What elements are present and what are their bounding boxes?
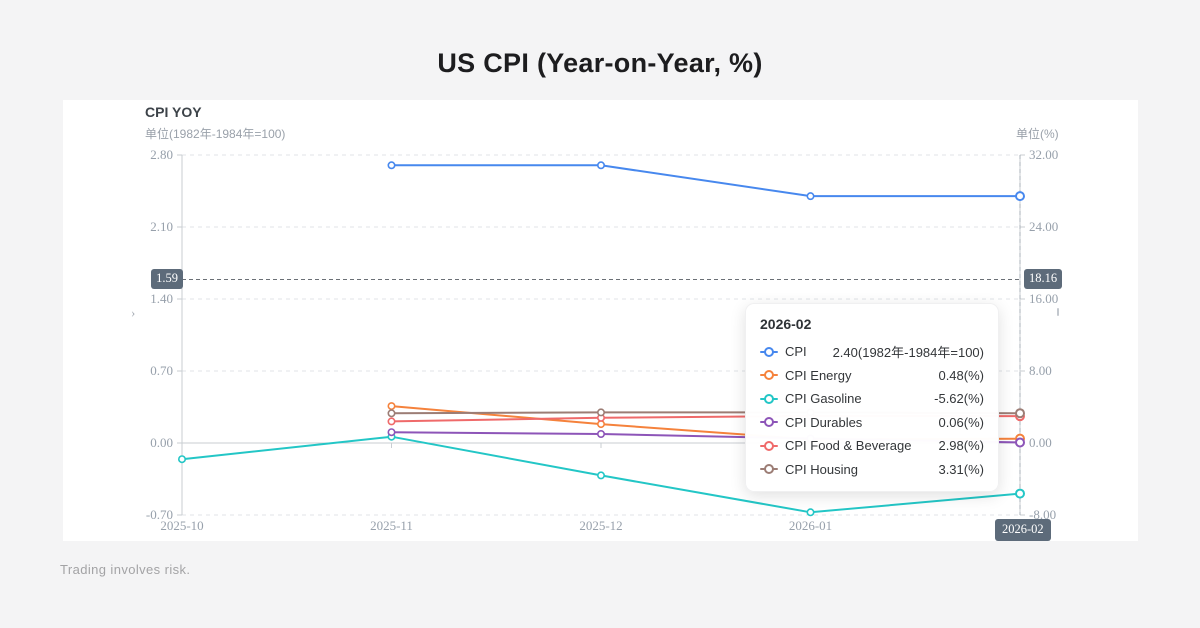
tooltip-row-cpi-gasoline: CPI Gasoline -5.62(%)	[760, 387, 984, 411]
y-axis-label-left: 2.10	[150, 219, 173, 234]
tooltip-series-value: 3.31(%)	[938, 461, 984, 477]
y-axis-label-left: 0.00	[150, 435, 173, 450]
data-point-cpi-durables-2025-11[interactable]	[387, 428, 396, 437]
data-point-cpi-gasoline-2026-02[interactable]	[1015, 488, 1025, 499]
series-marker-icon	[760, 346, 778, 357]
scroll-hint-right-icon	[1057, 308, 1059, 316]
tooltip-series-label: CPI	[785, 344, 807, 360]
y-axis-label-right: 0.00	[1029, 435, 1052, 450]
data-point-cpi-housing-2025-12[interactable]	[596, 408, 605, 417]
y-axis-label-left: 2.80	[150, 147, 173, 162]
data-point-cpi-housing-2026-02[interactable]	[1015, 408, 1025, 419]
x-axis-label-2025-10: 2025-10	[160, 518, 203, 533]
x-axis-label-2025-12: 2025-12	[579, 518, 622, 533]
data-point-cpi-gasoline-2025-10[interactable]	[178, 455, 187, 464]
data-point-cpi-durables-2026-02[interactable]	[1015, 437, 1025, 448]
chart-title: CPI YOY	[145, 104, 202, 120]
chart-card: CPI YOY 单位(1982年-1984年=100) 单位(%) 2.80 32…	[63, 100, 1138, 541]
y-axis-label-left: -0.70	[146, 507, 173, 522]
tooltip-series-label: CPI Gasoline	[785, 391, 862, 407]
tooltip-row-cpi-energy: CPI Energy 0.48(%)	[760, 364, 984, 388]
x-axis-pointer-badge: 2026-02	[995, 519, 1051, 541]
tooltip-series-value: 0.06(%)	[938, 414, 984, 430]
series-marker-icon	[760, 440, 778, 451]
page-title: US CPI (Year-on-Year, %)	[437, 48, 763, 78]
scroll-hint-left-icon: ›	[131, 305, 136, 320]
tooltip-series-value: -5.62(%)	[934, 391, 984, 407]
data-point-cpi-2025-12[interactable]	[596, 161, 605, 170]
chart-tooltip: 2026-02 CPI 2.40(1982年-1984年=100) CPI Ener…	[745, 303, 999, 492]
data-point-cpi-gasoline-2025-12[interactable]	[596, 471, 605, 480]
cpi-chart-canvas[interactable]: 2.80 32.00 2.10 24.00 1.40 16.00 0.70 8.00 0.00 0…	[63, 100, 1138, 541]
tooltip-series-value: 2.98(%)	[938, 438, 984, 454]
series-marker-icon	[760, 370, 778, 381]
y-axis-label-right: 32.00	[1029, 147, 1058, 162]
y-axis-label-right: 8.00	[1029, 363, 1052, 378]
y-axis-label-left: 0.70	[150, 363, 173, 378]
y-axis-label-right: 24.00	[1029, 219, 1058, 234]
right-axis-unit-label: 单位(%)	[1016, 127, 1059, 141]
tooltip-series-value: 2.40(1982年-1984年=100)	[832, 345, 984, 361]
y-axis-label-left: 1.40	[150, 291, 173, 306]
tooltip-series-label: CPI Durables	[785, 414, 863, 430]
series-marker-icon	[760, 417, 778, 428]
series-line-cpi	[391, 164, 1020, 198]
tooltip-rows: CPI 2.40(1982年-1984年=100) CPI Energy 0.48(%…	[760, 340, 984, 481]
series-marker-icon	[760, 464, 778, 475]
left-axis-unit-label: 单位(1982年-1984年=100)	[145, 127, 286, 141]
data-point-cpi-energy-2025-11[interactable]	[387, 402, 396, 411]
data-point-cpi-2026-01[interactable]	[806, 192, 815, 201]
disclaimer-text: Trading involves risk.	[60, 562, 191, 577]
data-point-cpi-gasoline-2026-01[interactable]	[806, 508, 815, 517]
tooltip-row-cpi-food-beverage: CPI Food & Beverage 2.98(%)	[760, 434, 984, 458]
tooltip-series-value: 0.48(%)	[938, 367, 984, 383]
data-point-cpi-durables-2025-12[interactable]	[596, 429, 605, 438]
tooltip-row-cpi-housing: CPI Housing 3.31(%)	[760, 458, 984, 482]
data-point-cpi-2025-11[interactable]	[387, 161, 396, 170]
tooltip-series-label: CPI Food & Beverage	[785, 438, 912, 454]
tooltip-title: 2026-02	[760, 316, 812, 332]
y-axis-label-right: 16.00	[1029, 291, 1058, 306]
data-point-cpi-energy-2025-12[interactable]	[596, 420, 605, 429]
tooltip-row-cpi-durables: CPI Durables 0.06(%)	[760, 411, 984, 435]
marker-badge-right: 18.16	[1024, 269, 1063, 289]
x-axis-label-2025-11: 2025-11	[370, 518, 413, 533]
marker-badge-left: 1.59	[151, 269, 183, 289]
data-point-cpi-food-beverage-2025-11[interactable]	[387, 417, 396, 426]
series-marker-icon	[760, 393, 778, 404]
data-point-cpi-2026-02[interactable]	[1015, 191, 1025, 202]
y-axis-label-right: -8.00	[1029, 507, 1056, 522]
tooltip-row-cpi: CPI 2.40(1982年-1984年=100)	[760, 340, 984, 364]
tooltip-series-label: CPI Housing	[785, 461, 858, 477]
data-point-cpi-housing-2025-11[interactable]	[387, 409, 396, 418]
tooltip-series-label: CPI Energy	[785, 367, 852, 383]
x-axis-label-2026-01: 2026-01	[789, 518, 832, 533]
